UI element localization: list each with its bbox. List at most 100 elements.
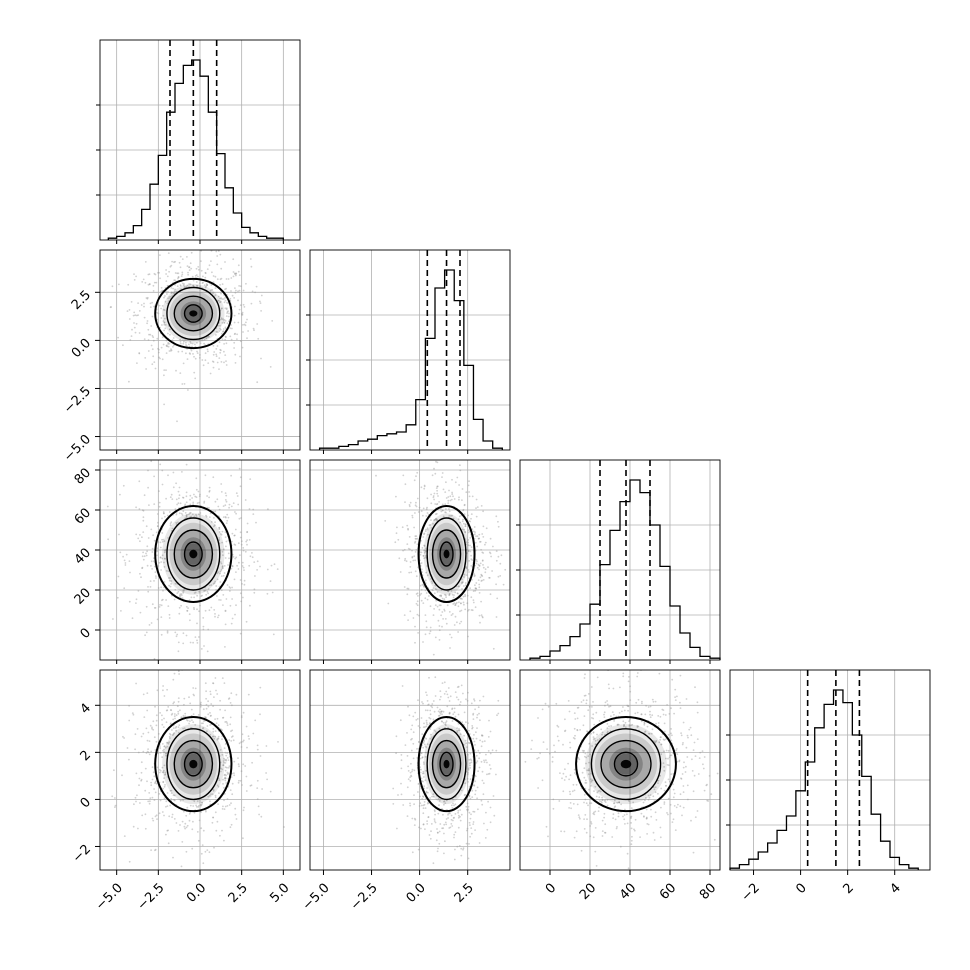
scatter-point <box>482 695 485 698</box>
scatter-point <box>467 541 469 544</box>
scatter-point <box>162 538 165 541</box>
scatter-point <box>472 718 475 720</box>
scatter-point <box>158 561 161 564</box>
scatter-point <box>685 698 688 700</box>
scatter-point <box>188 266 190 269</box>
scatter-point <box>479 562 482 565</box>
scatter-point <box>406 815 409 817</box>
scatter-point <box>445 596 447 599</box>
scatter-point <box>163 797 166 800</box>
scatter-point <box>450 590 453 592</box>
scatter-point <box>237 264 240 267</box>
scatter-point <box>155 719 158 722</box>
scatter-point <box>440 710 443 713</box>
scatter-point <box>464 739 467 742</box>
scatter-point <box>623 709 626 712</box>
scatter-point <box>159 747 162 750</box>
scatter-point <box>186 265 189 267</box>
scatter-point <box>435 512 438 515</box>
scatter-point <box>135 800 137 803</box>
scatter-point <box>182 799 185 801</box>
scatter-point <box>217 785 220 788</box>
scatter-point <box>239 531 242 534</box>
scatter-point <box>615 827 618 830</box>
scatter-point <box>131 328 133 331</box>
scatter-point <box>447 590 450 593</box>
scatter-point <box>407 765 409 768</box>
scatter-point <box>418 614 420 617</box>
scatter-point <box>194 343 196 346</box>
scatter-point <box>479 621 481 624</box>
scatter-point <box>203 284 206 287</box>
scatter-point <box>160 346 163 349</box>
scatter-point <box>258 813 260 816</box>
scatter-point <box>226 771 229 774</box>
scatter-point <box>167 537 170 539</box>
scatter-point <box>249 258 252 260</box>
scatter-point <box>163 403 166 406</box>
scatter-point <box>146 545 149 548</box>
scatter-point <box>219 561 222 563</box>
scatter-point <box>460 597 462 600</box>
scatter-point <box>678 759 681 762</box>
scatter-point <box>421 547 424 549</box>
scatter-point <box>474 584 476 587</box>
scatter-point <box>158 304 161 307</box>
scatter-point <box>454 481 457 484</box>
scatter-point <box>216 345 219 347</box>
scatter-point <box>223 343 226 345</box>
scatter-point <box>239 536 242 539</box>
scatter-point <box>465 574 468 576</box>
scatter-point <box>152 355 155 358</box>
scatter-point <box>145 631 148 634</box>
scatter-point <box>163 321 166 324</box>
scatter-point <box>622 672 625 675</box>
scatter-point <box>589 825 591 827</box>
scatter-point <box>601 799 604 801</box>
scatter-point <box>243 579 246 582</box>
scatter-point <box>649 710 651 713</box>
scatter-point <box>441 472 444 474</box>
scatter-point <box>425 791 428 794</box>
scatter-point <box>546 748 548 750</box>
scatter-point <box>668 780 671 783</box>
scatter-point <box>240 312 243 315</box>
scatter-point <box>145 727 148 730</box>
scatter-point <box>172 733 175 736</box>
scatter-point <box>221 307 223 310</box>
scatter-point <box>133 273 135 275</box>
scatter-point <box>483 761 486 763</box>
scatter-point <box>481 579 483 582</box>
scatter-point <box>145 552 147 555</box>
scatter-point <box>155 577 157 579</box>
scatter-point <box>423 803 426 806</box>
scatter-point <box>150 560 153 563</box>
scatter-point <box>176 633 179 636</box>
scatter-point <box>225 759 228 762</box>
scatter-point <box>469 797 472 800</box>
scatter-point <box>601 799 604 802</box>
scatter-point <box>426 700 429 702</box>
scatter-point <box>667 813 669 816</box>
scatter-point <box>426 506 428 509</box>
scatter-point <box>183 383 186 385</box>
scatter-point <box>691 758 693 761</box>
scatter-point <box>163 321 166 324</box>
scatter-point <box>226 312 229 314</box>
scatter-point <box>541 779 544 782</box>
scatter-point <box>468 480 470 483</box>
scatter-point <box>186 609 189 612</box>
scatter-point <box>200 260 202 262</box>
scatter-point <box>253 588 256 591</box>
scatter-point <box>536 757 539 760</box>
scatter-point <box>447 590 450 593</box>
scatter-point <box>467 781 469 783</box>
scatter-point <box>414 570 417 573</box>
scatter-point <box>414 504 417 507</box>
scatter-point <box>435 503 438 506</box>
scatter-point <box>429 837 432 840</box>
scatter-point <box>422 796 425 798</box>
scatter-point <box>395 735 398 738</box>
scatter-point <box>144 827 147 830</box>
scatter-point <box>163 540 166 542</box>
